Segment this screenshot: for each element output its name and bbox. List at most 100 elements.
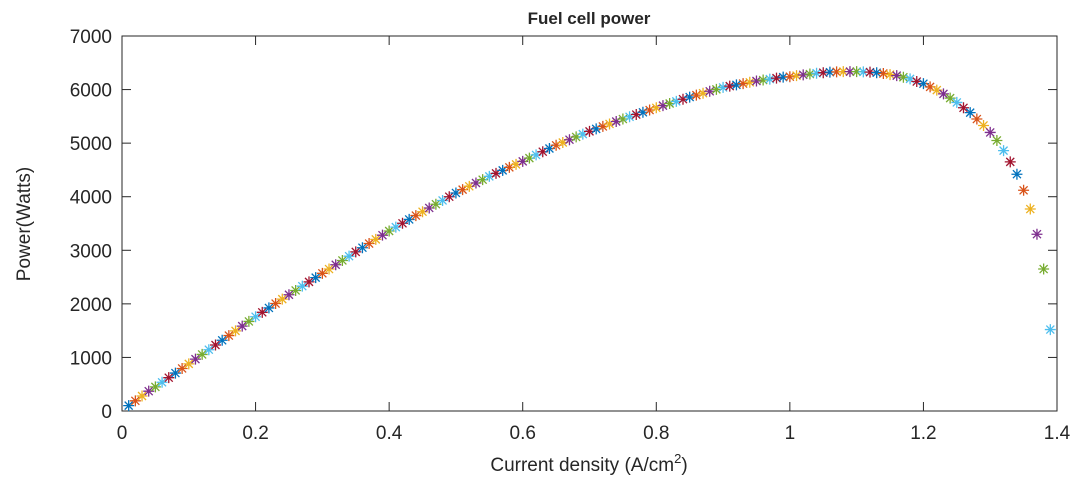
data-point (998, 145, 1010, 157)
data-point (383, 225, 395, 237)
data-point (163, 372, 175, 384)
y-tick-label: 1000 (70, 348, 112, 369)
data-point (917, 78, 929, 90)
data-point (644, 104, 656, 116)
data-point (323, 263, 335, 275)
y-tick-label: 3000 (70, 241, 112, 262)
data-point (470, 177, 482, 189)
data-point (657, 100, 669, 112)
data-point (303, 276, 315, 288)
data-point (784, 71, 796, 83)
data-point (276, 293, 288, 305)
data-point (403, 213, 415, 225)
data-point (457, 184, 469, 196)
data-point (924, 81, 936, 93)
data-point (630, 109, 642, 121)
data-point (136, 390, 148, 402)
data-point (350, 246, 362, 258)
data-point (877, 68, 889, 79)
data-point (343, 250, 355, 262)
data-point (290, 284, 302, 296)
data-point (243, 315, 255, 327)
data-point (824, 66, 836, 78)
data-point (189, 353, 201, 365)
data-point (978, 119, 990, 131)
data-point (270, 298, 282, 310)
data-point (563, 134, 575, 146)
x-tick-label: 0.4 (376, 423, 403, 444)
data-point (670, 95, 682, 107)
data-point (590, 123, 602, 135)
y-tick-label: 5000 (70, 134, 112, 155)
data-point (1031, 228, 1043, 240)
data-point (230, 325, 242, 337)
y-tick-label: 2000 (70, 295, 112, 316)
data-point (637, 106, 649, 118)
data-point (604, 118, 616, 130)
data-point (791, 70, 803, 82)
data-point (958, 102, 969, 114)
data-point (490, 167, 502, 179)
axes-box (121, 35, 1058, 412)
data-point (356, 242, 368, 254)
x-axis-label-superscript: 2 (674, 451, 681, 466)
x-axis-label-end: ) (681, 455, 687, 476)
data-point (430, 198, 442, 210)
data-point (597, 120, 609, 132)
x-tick-label: 0 (117, 423, 128, 444)
x-axis-label: Current density (A/cm2) (490, 451, 687, 476)
x-tick-label: 0.6 (510, 423, 536, 444)
data-point (543, 143, 555, 154)
x-tick-label: 1.2 (910, 423, 936, 444)
data-point (717, 81, 729, 93)
data-point (330, 259, 342, 271)
data-point (750, 75, 762, 87)
data-point (390, 221, 402, 233)
data-point (336, 254, 348, 266)
data-point (510, 158, 522, 170)
data-point (864, 66, 876, 78)
data-point (570, 131, 582, 143)
data-point (650, 102, 662, 114)
data-point (169, 367, 181, 379)
data-point (577, 128, 589, 140)
data-point (129, 395, 141, 407)
data-point (183, 358, 195, 370)
y-tick-label: 6000 (70, 81, 112, 102)
data-point (737, 78, 749, 90)
x-tick-label: 0.8 (643, 423, 669, 444)
data-point (851, 66, 863, 78)
data-point (236, 320, 248, 332)
data-point (844, 66, 856, 78)
data-point (804, 68, 816, 80)
data-point (951, 96, 963, 108)
data-point (463, 180, 475, 192)
data-point (857, 66, 869, 78)
data-point (1018, 184, 1030, 196)
data-point (316, 267, 328, 279)
data-point (363, 238, 375, 250)
data-point (724, 80, 736, 92)
data-point (617, 113, 629, 125)
data-point (884, 69, 896, 81)
x-tick-label: 1 (785, 423, 796, 444)
data-point (757, 74, 769, 86)
data-point (410, 210, 422, 222)
data-point (263, 302, 275, 314)
data-point (537, 146, 549, 158)
data-point (811, 67, 823, 79)
x-axis-label-text: Current density (A/cm (490, 455, 674, 476)
data-point (223, 330, 235, 342)
data-point (897, 71, 909, 83)
data-point (296, 280, 308, 292)
data-point (203, 344, 215, 356)
y-tick-label: 0 (101, 402, 112, 423)
data-point (417, 206, 429, 218)
data-point (684, 91, 696, 103)
x-tick-label: 0.2 (242, 423, 268, 444)
y-axis-label: Power(Watts) (14, 167, 35, 281)
y-tick-label: 4000 (70, 188, 112, 209)
data-point (984, 126, 996, 138)
data-point (831, 66, 843, 78)
